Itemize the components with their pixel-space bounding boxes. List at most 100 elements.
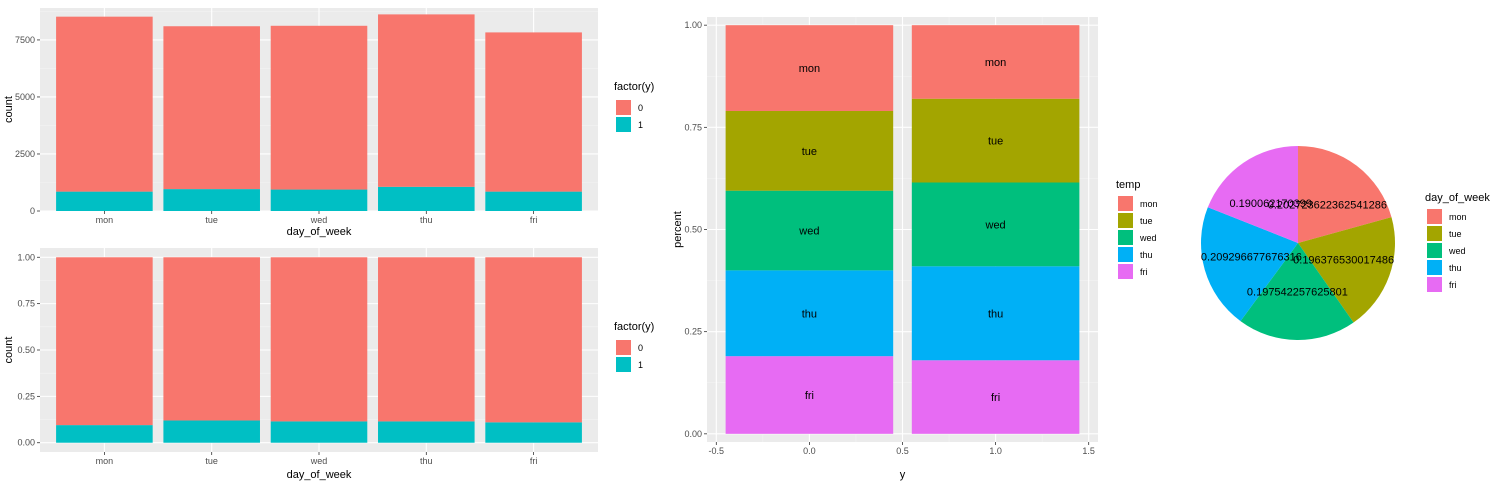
legend-title: factor(y) bbox=[614, 321, 654, 333]
bar-mon-y0 bbox=[56, 16, 153, 192]
legend-key-tue bbox=[1427, 226, 1442, 241]
y-tick-label: 7500 bbox=[15, 35, 35, 45]
x-tick-label: wed bbox=[310, 456, 328, 466]
bar-thu-y1 bbox=[378, 186, 475, 211]
x-tick-label: mon bbox=[96, 456, 114, 466]
legend-label-wed: wed bbox=[1448, 246, 1466, 256]
proportions-plot: 0.00 0.25 0.50 0.75 1.00 mon tue wed thu fri day_o… bbox=[3, 248, 654, 481]
pie-label-thu: 0.209296677676316 bbox=[1201, 251, 1302, 263]
bar-fri-y1 bbox=[485, 191, 582, 211]
bar-label-wed: wed bbox=[798, 226, 819, 238]
legend-key-tue bbox=[1118, 213, 1133, 228]
legend-label-tue: tue bbox=[1140, 216, 1153, 226]
bar-label-tue: tue bbox=[988, 136, 1003, 148]
pie-label-fri: 0.190062170399 bbox=[1229, 198, 1312, 210]
bar-label-fri: fri bbox=[991, 392, 1000, 404]
bar-thu-1 bbox=[911, 266, 1080, 361]
bar-mon-y1 bbox=[56, 191, 153, 211]
x-tick-label: tue bbox=[205, 215, 218, 225]
bar-fri-0 bbox=[725, 356, 894, 434]
legend: factor(y) 0 1 bbox=[614, 321, 654, 372]
bar-label-thu: thu bbox=[988, 308, 1003, 320]
y-tick-label: 1.00 bbox=[17, 252, 35, 262]
bar-wed-y0 bbox=[270, 25, 368, 190]
bar-wed-y1 bbox=[270, 189, 368, 211]
bar-mon-y1 bbox=[56, 425, 153, 443]
bar-mon-1 bbox=[911, 25, 1080, 99]
x-axis-title: y bbox=[900, 469, 906, 481]
legend-label-thu: thu bbox=[1449, 263, 1462, 273]
pie-plot: 0.202723622362541286 0.196376530017486 0.1… bbox=[1201, 146, 1490, 340]
y-tick-label: 5000 bbox=[15, 92, 35, 102]
x-tick-label: 1.5 bbox=[1082, 446, 1095, 456]
pie-label-tue: 0.196376530017486 bbox=[1293, 254, 1394, 266]
bar-label-mon: mon bbox=[799, 63, 820, 75]
legend-key-mon bbox=[1118, 196, 1133, 211]
x-tick-label: thu bbox=[420, 215, 433, 225]
legend-label-1: 1 bbox=[638, 120, 643, 130]
bar-tue-0 bbox=[725, 110, 894, 191]
bar-tue-y1 bbox=[163, 189, 260, 211]
bar-label-fri: fri bbox=[805, 390, 814, 402]
x-tick-label: 1.0 bbox=[989, 446, 1002, 456]
legend-key-thu bbox=[1118, 247, 1133, 262]
bar-mon-y0 bbox=[56, 257, 153, 426]
y-tick-label: 0.25 bbox=[17, 391, 35, 401]
legend: factor(y) 0 1 bbox=[614, 81, 654, 132]
legend-key-0 bbox=[616, 100, 631, 115]
legend-label-0: 0 bbox=[638, 103, 643, 113]
legend-key-0 bbox=[616, 340, 631, 355]
bar-wed-y1 bbox=[270, 421, 368, 443]
bar-thu-y0 bbox=[378, 257, 475, 422]
y-tick-label: 1.00 bbox=[684, 20, 702, 30]
bar-tue-y1 bbox=[163, 420, 260, 443]
y-axis-title: count bbox=[3, 96, 15, 123]
legend-title: temp bbox=[1116, 179, 1140, 191]
legend-key-thu bbox=[1427, 260, 1442, 275]
pie-label-mon: 0.202723622362541286 bbox=[1268, 199, 1387, 211]
bar-label-tue: tue bbox=[802, 146, 817, 158]
legend-title: factor(y) bbox=[614, 81, 654, 93]
y-tick-label: 0.00 bbox=[17, 438, 35, 448]
pie-slice-fri bbox=[1207, 146, 1298, 243]
pie-slice-wed bbox=[1240, 243, 1354, 340]
legend-key-1 bbox=[616, 117, 631, 132]
bar-tue-y0 bbox=[163, 26, 260, 190]
pie-slice-tue bbox=[1298, 217, 1395, 323]
x-tick-label: fri bbox=[530, 215, 538, 225]
legend-key-fri bbox=[1118, 264, 1133, 279]
bar-wed-1 bbox=[911, 182, 1080, 267]
y-axis-title: percent bbox=[672, 211, 684, 248]
x-tick-label: mon bbox=[96, 215, 114, 225]
y-tick-label: 0 bbox=[30, 206, 35, 216]
pie-slice-mon bbox=[1298, 146, 1392, 243]
y-tick-label: 2500 bbox=[15, 149, 35, 159]
y-tick-label: 0.25 bbox=[684, 327, 702, 337]
legend-title: day_of_week bbox=[1425, 192, 1490, 204]
y-tick-label: 0.75 bbox=[684, 122, 702, 132]
bar-fri-y0 bbox=[485, 257, 582, 423]
x-tick-label: -0.5 bbox=[709, 446, 725, 456]
bar-tue-y0 bbox=[163, 257, 260, 421]
legend-key-wed bbox=[1118, 230, 1133, 245]
pie-slice-thu bbox=[1201, 207, 1298, 322]
percent-plot: 0.000.250.500.751.00-0.5 0.0 0.5 1.0 1.5frit… bbox=[672, 17, 1158, 481]
y-tick-label: 0.50 bbox=[17, 345, 35, 355]
legend-key-1 bbox=[616, 357, 631, 372]
x-tick-label: tue bbox=[205, 456, 218, 466]
bar-thu-0 bbox=[725, 270, 894, 357]
bar-label-wed: wed bbox=[985, 219, 1006, 231]
legend-label-mon: mon bbox=[1449, 212, 1467, 222]
bar-thu-y0 bbox=[378, 14, 475, 187]
x-tick-label: wed bbox=[310, 215, 328, 225]
legend-label-wed: wed bbox=[1139, 233, 1157, 243]
legend-label-mon: mon bbox=[1140, 199, 1158, 209]
bar-thu-y1 bbox=[378, 421, 475, 443]
legend-label-fri: fri bbox=[1449, 280, 1457, 290]
bar-wed-0 bbox=[725, 190, 894, 271]
legend-key-wed bbox=[1427, 243, 1442, 258]
counts-plot: 0 2500 5000 7500 mon tue wed thu fri day_of_week c… bbox=[3, 8, 654, 238]
